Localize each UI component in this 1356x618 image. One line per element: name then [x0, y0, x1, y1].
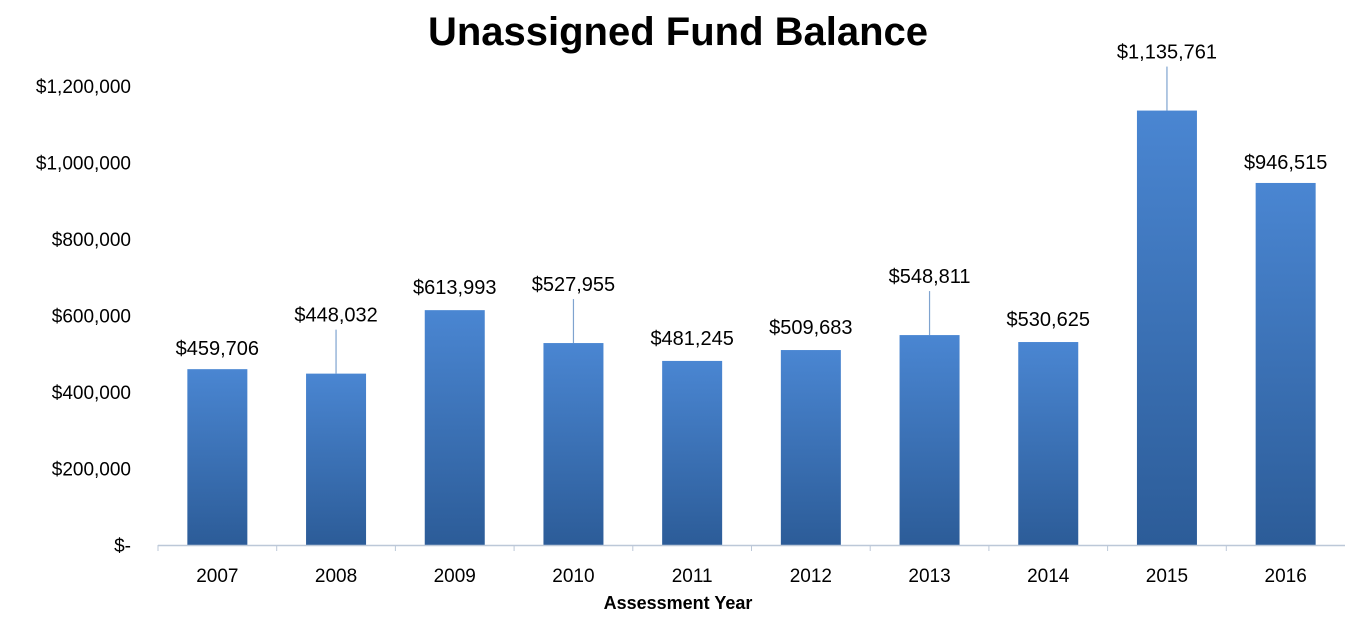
x-tick-label: 2012	[790, 566, 832, 587]
y-tick-label: $400,000	[52, 383, 131, 404]
y-tick-label: $-	[114, 536, 131, 557]
bar	[662, 360, 723, 545]
x-tick-label: 2007	[196, 566, 238, 587]
y-tick-label: $1,000,000	[36, 154, 131, 175]
data-label: $613,993	[413, 277, 496, 299]
x-tick-label: 2014	[1027, 566, 1070, 587]
x-tick-label: 2010	[552, 566, 594, 587]
data-label: $1,135,761	[1117, 42, 1217, 64]
y-tick-label: $200,000	[52, 460, 131, 481]
bar	[780, 350, 841, 545]
x-tick-label: 2016	[1265, 566, 1307, 587]
y-tick-label: $600,000	[52, 307, 131, 328]
y-tick-label: $800,000	[52, 230, 131, 251]
data-label: $530,625	[1007, 309, 1090, 331]
x-tick-label: 2011	[672, 566, 713, 587]
x-tick-label: 2009	[434, 566, 476, 587]
data-label: $509,683	[769, 317, 852, 339]
bar	[424, 310, 485, 545]
bar	[899, 335, 960, 545]
bar	[1018, 342, 1079, 545]
data-label: $946,515	[1244, 152, 1327, 174]
x-tick-label: 2015	[1146, 566, 1188, 587]
x-axis: 2007 2008 2009 2010 2011 2012 2013 2014 2015 2016	[157, 545, 1307, 587]
chart-title: Unassigned Fund Balance	[427, 10, 929, 54]
bars	[187, 110, 1316, 546]
bar	[1255, 182, 1316, 545]
data-labels: $459,706 $448,032 $613,993 $527,955 $481,245…	[176, 42, 1328, 361]
data-label: $459,706	[176, 338, 259, 360]
bar	[543, 343, 604, 545]
bar	[1136, 110, 1197, 546]
data-label: $481,245	[650, 328, 733, 350]
x-tick-label: 2008	[315, 566, 357, 587]
x-axis-label: Assessment Year	[603, 593, 753, 613]
x-tick-label: 2013	[908, 566, 950, 587]
y-tick-label: $1,200,000	[36, 77, 131, 98]
leader-lines	[335, 66, 1168, 374]
data-label: $527,955	[532, 274, 615, 296]
bar	[187, 369, 248, 545]
bar	[306, 373, 367, 545]
y-axis: $- $200,000 $400,000 $600,000 $800,000 $1,000…	[36, 77, 131, 557]
data-label: $548,811	[889, 266, 971, 288]
data-label: $448,032	[294, 305, 377, 327]
